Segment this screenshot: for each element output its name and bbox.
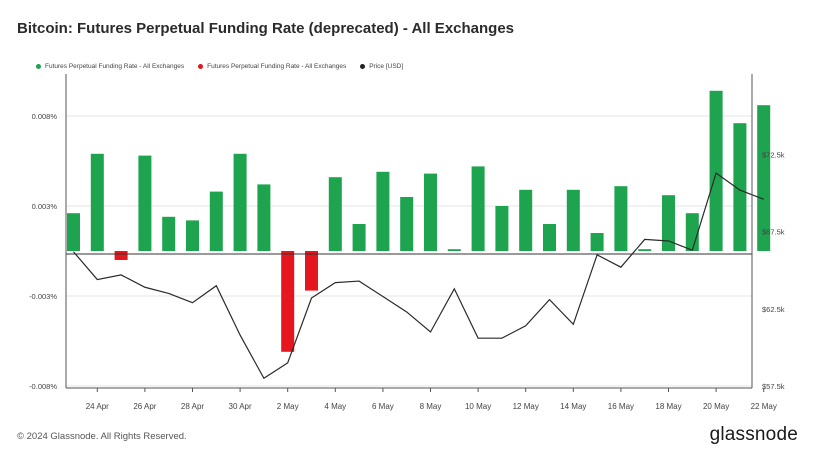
bar-positive[interactable] xyxy=(638,249,652,251)
x-tick-label: 12 May xyxy=(513,402,539,411)
x-tick-label: 30 Apr xyxy=(229,402,252,411)
bar-positive[interactable] xyxy=(471,166,485,251)
right-axis-ticks: $72.5k $67.5k $62.5k $57.5k xyxy=(762,151,785,391)
bar-positive[interactable] xyxy=(257,184,271,251)
x-tick-label: 28 Apr xyxy=(181,402,204,411)
legend-item-funding-negative[interactable]: Futures Perpetual Funding Rate - All Exc… xyxy=(198,63,346,70)
bar-positive[interactable] xyxy=(328,177,342,251)
axes xyxy=(65,74,753,389)
bar-positive[interactable] xyxy=(685,213,699,251)
x-tick-label: 22 May xyxy=(751,402,777,411)
glassnode-logo[interactable]: glassnode xyxy=(709,424,798,445)
legend-dot-green xyxy=(36,64,41,69)
bar-positive[interactable] xyxy=(757,105,771,251)
legend-item-price[interactable]: Price [USD] xyxy=(360,63,403,70)
legend-item-funding-positive[interactable]: Futures Perpetual Funding Rate - All Exc… xyxy=(36,63,184,70)
x-tick-label: 4 May xyxy=(324,402,346,411)
x-tick-label: 14 May xyxy=(560,402,586,411)
x-tick-label: 26 Apr xyxy=(133,402,156,411)
left-axis-ticks: 0.008% 0.003% -0.003% -0.008% xyxy=(29,112,57,391)
bar-positive[interactable] xyxy=(424,173,437,251)
legend-label: Futures Perpetual Funding Rate - All Exc… xyxy=(207,63,347,70)
bar-positive[interactable] xyxy=(209,191,223,251)
bar-positive[interactable] xyxy=(709,90,723,251)
legend: Futures Perpetual Funding Rate - All Exc… xyxy=(36,63,403,70)
bar-positive[interactable] xyxy=(495,206,509,251)
bar-positive[interactable] xyxy=(138,155,152,251)
left-tick-label: 0.008% xyxy=(32,112,58,121)
bar-positive[interactable] xyxy=(733,123,747,251)
bar-positive[interactable] xyxy=(400,197,414,251)
bar-positive[interactable] xyxy=(566,189,580,251)
x-tick-label: 16 May xyxy=(608,402,634,411)
bar-series xyxy=(67,90,771,352)
bar-positive[interactable] xyxy=(519,189,533,251)
bar-positive[interactable] xyxy=(90,153,104,251)
price-line xyxy=(73,172,764,380)
bar-positive[interactable] xyxy=(662,195,675,251)
bar-positive[interactable] xyxy=(614,186,628,251)
right-tick-label: $67.5k xyxy=(762,228,785,237)
legend-dot-red xyxy=(198,64,204,69)
copyright: © 2024 Glassnode. All Rights Reserved. xyxy=(17,431,187,442)
left-tick-label: -0.008% xyxy=(29,382,57,391)
bar-positive[interactable] xyxy=(590,233,604,251)
x-tick-label: 18 May xyxy=(655,402,681,411)
chart-title: Bitcoin: Futures Perpetual Funding Rate … xyxy=(17,20,515,37)
bar-positive[interactable] xyxy=(376,171,390,251)
bar-negative[interactable] xyxy=(305,251,318,291)
x-tick-label: 2 May xyxy=(277,402,299,411)
bar-negative[interactable] xyxy=(114,251,128,260)
right-tick-label: $62.5k xyxy=(762,305,785,314)
legend-label: Price [USD] xyxy=(369,63,404,70)
right-tick-label: $57.5k xyxy=(762,382,785,391)
x-tick-label: 10 May xyxy=(465,402,491,411)
x-tick-label: 6 May xyxy=(372,402,394,411)
right-tick-label: $72.5k xyxy=(762,151,785,160)
bar-positive[interactable] xyxy=(67,213,80,251)
x-tick-label: 24 Apr xyxy=(86,402,109,411)
x-tick-label: 8 May xyxy=(420,402,442,411)
bar-positive[interactable] xyxy=(186,220,199,251)
bar-positive[interactable] xyxy=(233,153,247,251)
left-tick-label: 0.003% xyxy=(32,202,58,211)
bar-positive[interactable] xyxy=(447,249,461,251)
left-tick-label: -0.003% xyxy=(29,292,57,301)
legend-dot-black xyxy=(360,64,366,69)
x-tick-label: 20 May xyxy=(703,402,729,411)
bar-positive[interactable] xyxy=(352,224,366,251)
x-axis-ticks: 24 Apr 26 Apr 28 Apr 30 Apr 2 May 4 May 6 May 8… xyxy=(86,388,777,411)
bar-positive[interactable] xyxy=(543,224,556,251)
bar-positive[interactable] xyxy=(162,216,176,251)
bar-negative[interactable] xyxy=(281,251,295,352)
legend-label: Futures Perpetual Funding Rate - All Exc… xyxy=(45,63,185,70)
